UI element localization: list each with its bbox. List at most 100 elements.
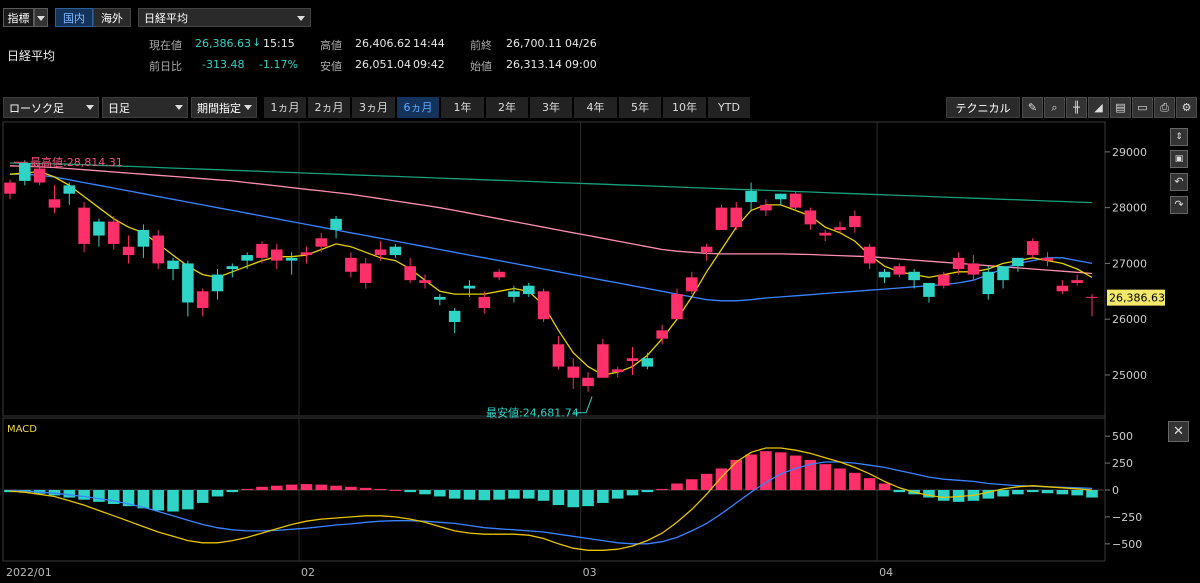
macd-hist-bar	[389, 490, 402, 491]
candle-body	[923, 282, 935, 297]
candle-body	[982, 271, 995, 295]
macd-hist-bar	[448, 490, 461, 499]
macd-hist-bar	[730, 459, 743, 490]
macd-hist-bar	[256, 486, 268, 490]
candle-body	[849, 216, 861, 228]
candle-body	[508, 291, 520, 297]
folder-icon[interactable]: ▭	[1132, 97, 1153, 118]
print-icon[interactable]: ⎙	[1154, 97, 1175, 118]
macd-hist-bar	[419, 490, 431, 495]
candle-body	[863, 246, 876, 264]
index-dropdown-button[interactable]	[34, 8, 48, 27]
candle-body	[671, 294, 683, 320]
tab-overseas[interactable]: 海外	[93, 8, 131, 27]
candle-body	[626, 358, 639, 362]
zoom-icon[interactable]: ⌕	[1044, 97, 1065, 118]
macd-hist-bar	[404, 490, 416, 493]
chevron-down-icon	[37, 16, 45, 21]
price-tick-label: 27000	[1112, 257, 1147, 270]
macd-hist-bar	[715, 468, 728, 490]
candle-body	[1086, 296, 1098, 298]
period-button-2[interactable]: 3ヵ月	[352, 97, 395, 118]
period-button-10[interactable]: YTD	[708, 97, 750, 118]
symbol-select[interactable]: 日経平均	[138, 8, 311, 27]
candle-body	[122, 246, 135, 256]
candle-body	[389, 246, 402, 256]
period-button-4[interactable]: 1年	[441, 97, 484, 118]
save-icon[interactable]: ▤	[1110, 97, 1131, 118]
period-button-7[interactable]: 4年	[574, 97, 617, 118]
index-select[interactable]: 指標	[3, 8, 34, 27]
candle-body	[686, 277, 698, 292]
candle-body	[552, 344, 565, 367]
candle-body	[137, 229, 150, 247]
macd-hist-bar	[493, 490, 505, 500]
macd-hist-bar	[374, 488, 387, 490]
period-button-5[interactable]: 2年	[486, 97, 528, 118]
area-chart-icon[interactable]: ◢	[1088, 97, 1109, 118]
macd-hist-bar	[938, 490, 950, 501]
technical-button[interactable]: テクニカル	[946, 97, 1020, 118]
macd-hist-bar	[93, 490, 105, 502]
macd-hist-bar	[982, 490, 995, 499]
candle-body	[374, 249, 387, 256]
macd-hist-bar	[1026, 490, 1039, 493]
low-value: 26,051.04	[355, 58, 411, 71]
month-label: 03	[583, 566, 597, 579]
period-button-1[interactable]: 2ヵ月	[308, 97, 350, 118]
candle-chart-icon[interactable]: ╫	[1066, 97, 1087, 118]
candle-body	[878, 271, 891, 278]
candle-body	[611, 369, 624, 373]
undo-icon[interactable]: ↶	[1170, 173, 1188, 191]
candle-body	[597, 344, 609, 378]
period-mode-value: 期間指定	[197, 102, 241, 115]
candle-body	[997, 266, 1009, 281]
macd-hist-bar	[997, 490, 1009, 497]
period-button-9[interactable]: 10年	[663, 97, 706, 118]
macd-hist-bar	[700, 473, 713, 490]
period-button-8[interactable]: 5年	[619, 97, 661, 118]
candle-body	[285, 257, 298, 261]
price-tick-label: 29000	[1112, 146, 1147, 159]
period-button-0[interactable]: 1ヵ月	[264, 97, 306, 118]
open-value: 26,313.14	[506, 58, 562, 71]
current-label: 現在値	[149, 39, 182, 52]
macd-hist-bar	[122, 490, 135, 507]
macd-hist-bar	[804, 459, 817, 490]
macd-hist-bar	[1071, 490, 1083, 496]
macd-hist-bar	[1012, 490, 1024, 495]
interval-select[interactable]: 日足	[102, 97, 188, 118]
change-label: 前日比	[149, 60, 182, 73]
macd-tick-label: 500	[1112, 430, 1133, 443]
macd-hist-bar	[196, 490, 209, 503]
macd-hist-bar	[107, 490, 120, 504]
lock-icon[interactable]: ▣	[1170, 150, 1188, 168]
chevron-down-icon	[297, 16, 305, 21]
min-annotation-line	[574, 396, 593, 414]
macd-tick-label: 250	[1112, 457, 1133, 470]
candle-body	[271, 249, 283, 261]
macd-hist-bar	[434, 490, 446, 497]
down-arrow-icon: ↓	[252, 36, 262, 49]
period-button-3[interactable]: 6ヵ月	[397, 97, 439, 118]
price-chart: 2022/01 02 03 04 25000 26000 27000 28000 29000 50…	[2, 121, 1165, 579]
period-button-6[interactable]: 3年	[530, 97, 572, 118]
macd-hist-bar	[552, 490, 565, 506]
redo-icon[interactable]: ↷	[1170, 196, 1188, 214]
macd-hist-bar	[1086, 490, 1098, 498]
change-percent: -1.17%	[259, 58, 298, 71]
chart-type-select[interactable]: ローソク足	[3, 97, 99, 118]
chart-type-value: ローソク足	[9, 102, 64, 115]
period-mode-select[interactable]: 期間指定	[191, 97, 257, 118]
fit-icon[interactable]: ⇕	[1170, 128, 1188, 146]
close-macd-icon[interactable]: ✕	[1168, 421, 1189, 442]
candle-body	[345, 257, 357, 272]
candle-body	[893, 266, 906, 275]
tab-domestic[interactable]: 国内	[55, 8, 93, 27]
settings-icon[interactable]: ⚙	[1176, 97, 1197, 118]
macd-hist-bar	[152, 490, 164, 511]
chevron-down-icon	[86, 105, 94, 110]
pencil-icon[interactable]: ✎	[1022, 97, 1043, 118]
macd-hist-bar	[271, 485, 283, 490]
macd-hist-bar	[285, 484, 298, 490]
